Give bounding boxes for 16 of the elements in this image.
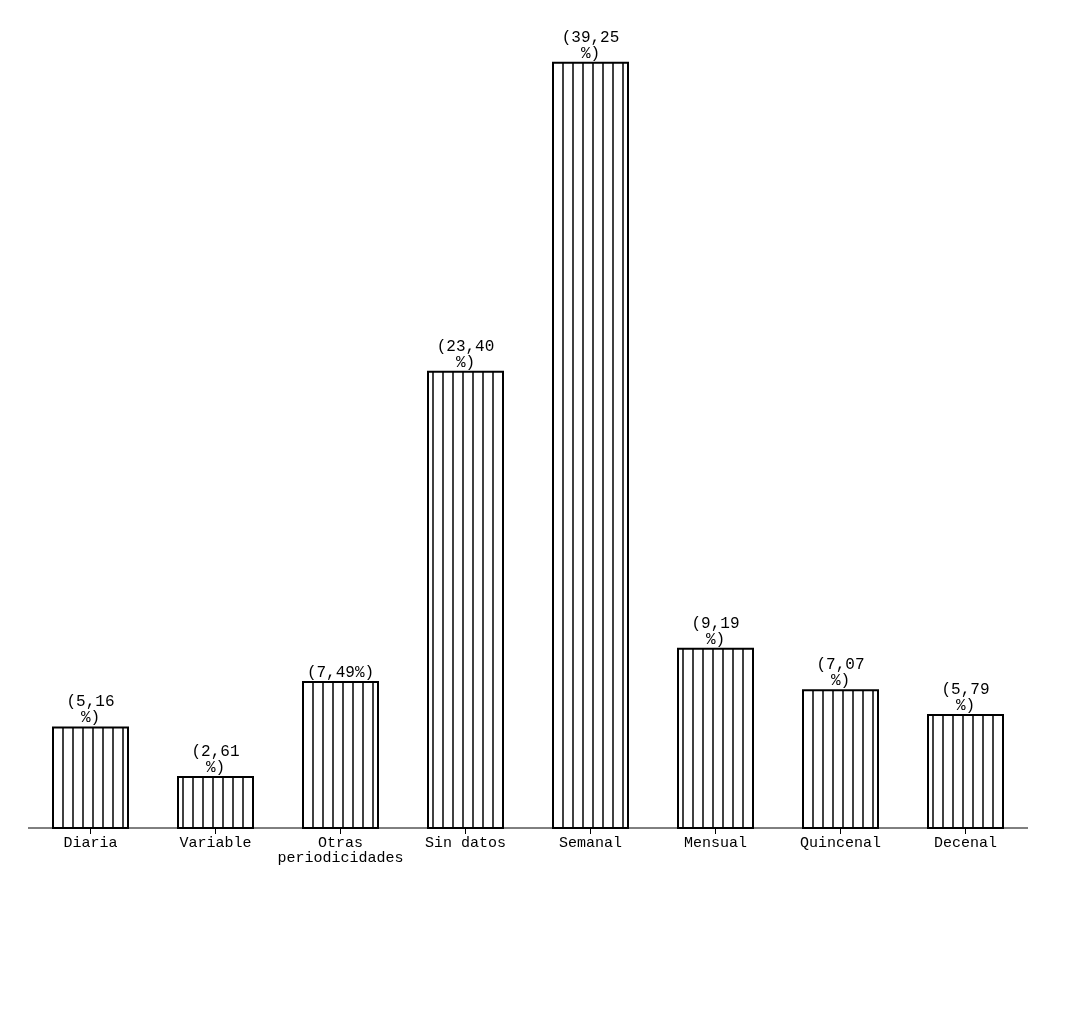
x-tick-label: Sin datos [424,834,507,852]
data-label: (2,61 %) [191,743,240,778]
data-label: (9,19 %) [691,614,740,649]
x-tick-label: Semanal [558,834,623,852]
x-tick-label: Variable [179,834,252,852]
data-label: (7,07 %) [816,656,865,691]
data-label: (39,25 %) [561,28,620,63]
x-tick-label: Otras periodicidades [277,834,404,867]
x-tick-label: Quincenal [799,834,882,852]
data-label: (5,79 %) [941,681,990,716]
data-label: (7,49%) [306,663,375,682]
data-label: (23,40 %) [436,337,495,372]
x-tick-label: Diaria [63,834,118,852]
x-tick-label: Mensual [683,834,748,852]
x-tick-label: Decenal [933,834,998,852]
data-label: (5,16 %) [66,693,115,728]
